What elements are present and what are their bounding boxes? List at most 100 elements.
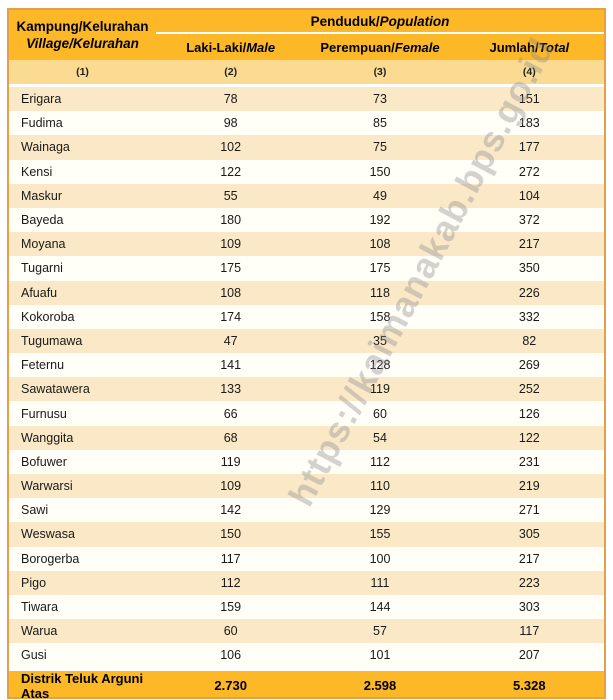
male-count-cell: 108 (220, 285, 242, 300)
village-name-cell: Gusi (21, 648, 47, 663)
female-count-cell: 85 (373, 116, 387, 131)
village-name-cell: Fudima (21, 116, 63, 131)
village-name-cell: Warua (21, 624, 58, 639)
district-total-female: 2.598 (363, 678, 397, 693)
table-row: Feternu 141 128 269 (9, 353, 604, 378)
female-count-cell: 158 (369, 309, 391, 324)
male-count-cell: 117 (220, 551, 241, 566)
header-population-id: Penduduk/ (310, 13, 380, 29)
total-count-cell: 303 (518, 600, 540, 615)
female-count-cell: 49 (373, 188, 387, 203)
table-row: Erigara 78 73 151 (9, 87, 604, 112)
header-village-column: Kampung/Kelurahan Village/Kelurahan (9, 10, 156, 60)
male-count-cell: 119 (220, 454, 241, 469)
table-row: Warwarsi 109 110 219 (9, 474, 604, 499)
village-name-cell: Weswasa (21, 527, 75, 542)
village-name-cell: Bofuwer (21, 454, 67, 469)
table-row: Bofuwer 119 112 231 (9, 449, 604, 474)
female-count-cell: 35 (373, 333, 387, 348)
header-total-column: Jumlah/Total (455, 34, 604, 60)
village-name-cell: Wanggita (21, 430, 74, 445)
table-row: Sawatawera 133 119 252 (9, 377, 604, 402)
male-count-cell: 47 (223, 333, 238, 348)
male-count-cell: 66 (223, 406, 238, 421)
village-name-cell: Warwarsi (21, 479, 73, 494)
village-name-cell: Moyana (21, 237, 66, 252)
village-name-cell: Furnusu (21, 406, 67, 421)
body-footer-divider (9, 667, 604, 671)
female-count-cell: 128 (369, 358, 391, 373)
female-count-cell: 155 (369, 527, 391, 542)
table-row: Kensi 122 150 272 (9, 159, 604, 184)
header-population-en: Population (379, 13, 450, 29)
female-count-cell: 118 (370, 285, 390, 300)
total-count-cell: 122 (518, 430, 540, 445)
total-count-cell: 231 (518, 454, 540, 469)
table-header: Kampung/Kelurahan Village/Kelurahan Pend… (9, 10, 604, 60)
total-count-cell: 271 (518, 503, 540, 518)
village-name-cell: Kensi (21, 164, 53, 179)
table-row: Fudima 98 85 183 (9, 111, 604, 136)
village-name-cell: Maskur (21, 188, 62, 203)
male-count-cell: 159 (220, 600, 242, 615)
table-row: Pigo 112 111 223 (9, 570, 604, 595)
district-total-label: Distrik Teluk Arguni Atas (21, 670, 144, 700)
male-count-cell: 150 (220, 527, 242, 542)
header-total-id: Jumlah/ (489, 39, 539, 55)
header-village-en: Village/Kelurahan (26, 36, 139, 51)
total-count-cell: 117 (519, 624, 540, 639)
female-count-cell: 111 (370, 575, 390, 590)
village-name-cell: Tiwara (21, 600, 59, 615)
male-count-cell: 68 (223, 430, 238, 445)
total-count-cell: 104 (518, 188, 540, 203)
female-count-cell: 101 (369, 648, 391, 663)
female-count-cell: 192 (369, 213, 391, 228)
total-count-cell: 305 (518, 527, 540, 542)
header-total-en: Total (538, 39, 570, 55)
table-row: Furnusu 66 60 126 (9, 401, 604, 426)
village-name-cell: Tugarni (21, 261, 63, 276)
total-count-cell: 350 (518, 261, 540, 276)
village-name-cell: Sawatawera (21, 382, 90, 397)
total-count-cell: 126 (518, 406, 540, 421)
village-name-cell: Wainaga (21, 140, 70, 155)
male-count-cell: 180 (220, 213, 242, 228)
table-row: Tugarni 175 175 350 (9, 256, 604, 281)
total-count-cell: 183 (518, 116, 540, 131)
total-count-cell: 151 (518, 92, 540, 107)
table-row: Wainaga 102 75 177 (9, 135, 604, 160)
header-subcolumns: Laki-Laki/Male Perempuan/Female Jumlah/T… (156, 34, 604, 60)
table-row: Bayeda 180 192 372 (9, 207, 604, 233)
female-count-cell: 108 (369, 237, 391, 252)
village-name-cell: Erigara (21, 92, 62, 107)
male-count-cell: 122 (220, 164, 242, 179)
male-count-cell: 60 (223, 624, 238, 639)
female-count-cell: 110 (370, 479, 390, 494)
female-count-cell: 129 (369, 503, 391, 518)
table-row: Kokoroba 174 158 332 (9, 304, 604, 329)
female-count-cell: 73 (373, 92, 387, 107)
column-number-4: (4) (522, 66, 536, 78)
header-female-column: Perempuan/Female (305, 34, 454, 60)
total-count-cell: 332 (518, 309, 540, 324)
female-count-cell: 150 (369, 164, 391, 179)
district-total-total: 5.328 (513, 678, 546, 693)
male-count-cell: 106 (220, 648, 242, 663)
male-count-cell: 175 (220, 261, 242, 276)
district-total-row: Distrik Teluk Arguni Atas 2.730 2.598 5.… (9, 670, 604, 700)
column-number-2: (2) (224, 66, 238, 78)
male-count-cell: 55 (223, 188, 238, 203)
district-total-male: 2.730 (214, 678, 247, 693)
table-row: Warua 60 57 117 (9, 619, 604, 644)
total-count-cell: 252 (518, 382, 540, 397)
population-table: Kampung/Kelurahan Village/Kelurahan Pend… (7, 8, 606, 700)
header-population-group: Penduduk/Population Laki-Laki/Male Perem… (156, 10, 604, 60)
total-count-cell: 217 (518, 551, 540, 566)
header-body-divider (9, 84, 604, 87)
column-number-1: (1) (76, 66, 89, 78)
male-count-cell: 174 (220, 309, 242, 324)
male-count-cell: 109 (220, 237, 242, 252)
column-number-band: (1) (2) (3) (4) (9, 60, 604, 84)
total-count-cell: 372 (518, 213, 540, 228)
